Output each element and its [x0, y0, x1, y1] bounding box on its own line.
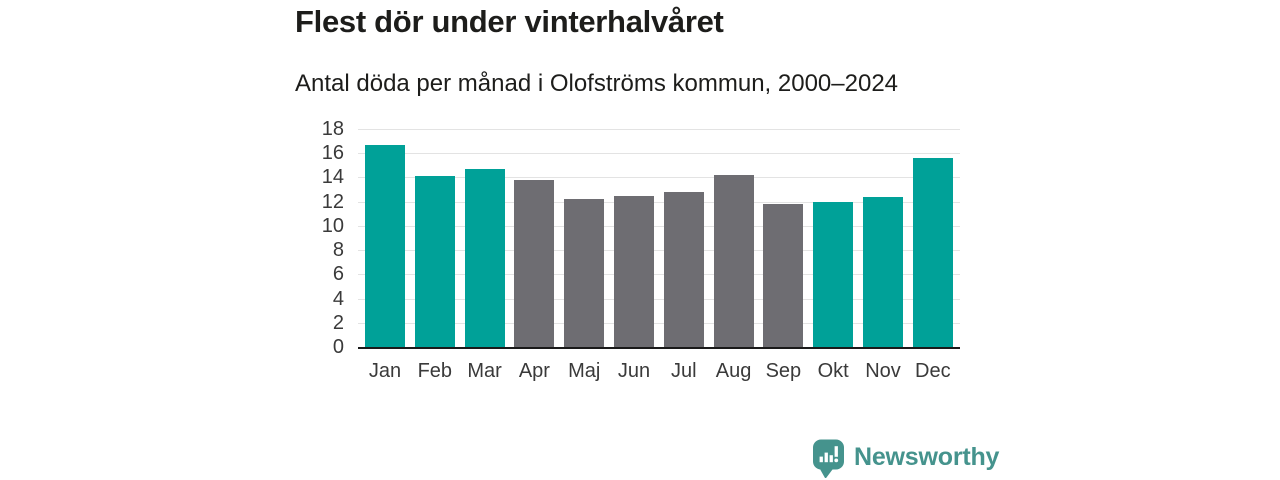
x-tick-label-maj: Maj	[568, 360, 601, 382]
x-tick-label-sep: Sep	[765, 360, 802, 382]
x-tick-label-jun: Jun	[617, 360, 651, 382]
gridline-y-10	[358, 225, 960, 227]
bar-jan	[365, 144, 405, 347]
x-tick-label-mar: Mar	[467, 360, 502, 382]
chart-title: Flest dör under vinterhalvåret	[295, 4, 724, 39]
bar-chart-speech-bubble-icon	[812, 439, 845, 479]
bar-apr	[514, 179, 555, 347]
x-axis: Jan Feb Mar Apr Maj Jun Jul Aug Sep Okt Nov Dec	[358, 360, 960, 386]
y-tick-label-18: 18	[321, 118, 344, 140]
brand-name: Newsworthy	[854, 442, 1000, 471]
gridline-y-4	[358, 298, 960, 300]
x-tick-label-dec: Dec	[915, 360, 951, 382]
y-tick-label-16: 16	[321, 142, 344, 165]
gridline-y-8	[358, 250, 960, 252]
x-tick-label-okt: Okt	[817, 360, 849, 382]
bar-mar	[464, 168, 505, 347]
brand-logo: Newsworthy	[812, 439, 999, 479]
gridline-y-6	[358, 274, 960, 276]
x-tick-label-aug: Aug	[715, 360, 752, 382]
bar-nov	[863, 196, 903, 347]
y-tick-label-10: 10	[321, 214, 344, 237]
x-tick-label-apr: Apr	[518, 360, 550, 382]
gridline-y-12	[358, 201, 960, 203]
y-tick-label-0: 0	[332, 336, 344, 358]
y-tick-label-14: 14	[321, 166, 344, 189]
y-tick-label-8: 8	[332, 239, 344, 262]
gridline-y-14	[358, 177, 960, 179]
bar-feb	[414, 176, 455, 347]
bar-maj	[564, 199, 605, 347]
gridline-y-2	[358, 322, 960, 324]
y-tick-label-4: 4	[332, 287, 344, 310]
bar-sep	[763, 204, 804, 347]
bar-dec	[912, 158, 953, 347]
x-tick-label-feb: Feb	[417, 360, 453, 382]
x-axis-line	[358, 347, 960, 349]
gridline-y-16	[358, 153, 960, 155]
y-tick-label-12: 12	[321, 190, 344, 213]
x-tick-label-jan: Jan	[368, 360, 402, 382]
bar-jun	[614, 195, 654, 347]
bar-aug	[713, 175, 754, 347]
chart-subtitle: Antal döda per månad i Olofströms kommun…	[295, 70, 899, 97]
gridline-y-18	[358, 129, 960, 130]
bar-jul	[663, 191, 704, 347]
bar-okt	[813, 201, 854, 347]
x-tick-label-jul: Jul	[671, 360, 697, 382]
plot-area	[358, 129, 960, 349]
y-tick-label-6: 6	[332, 263, 344, 286]
y-axis: 0 2 4 6 8 10 12 14 16 18	[290, 119, 344, 357]
x-tick-label-nov: Nov	[865, 360, 901, 382]
y-tick-label-2: 2	[332, 311, 344, 334]
